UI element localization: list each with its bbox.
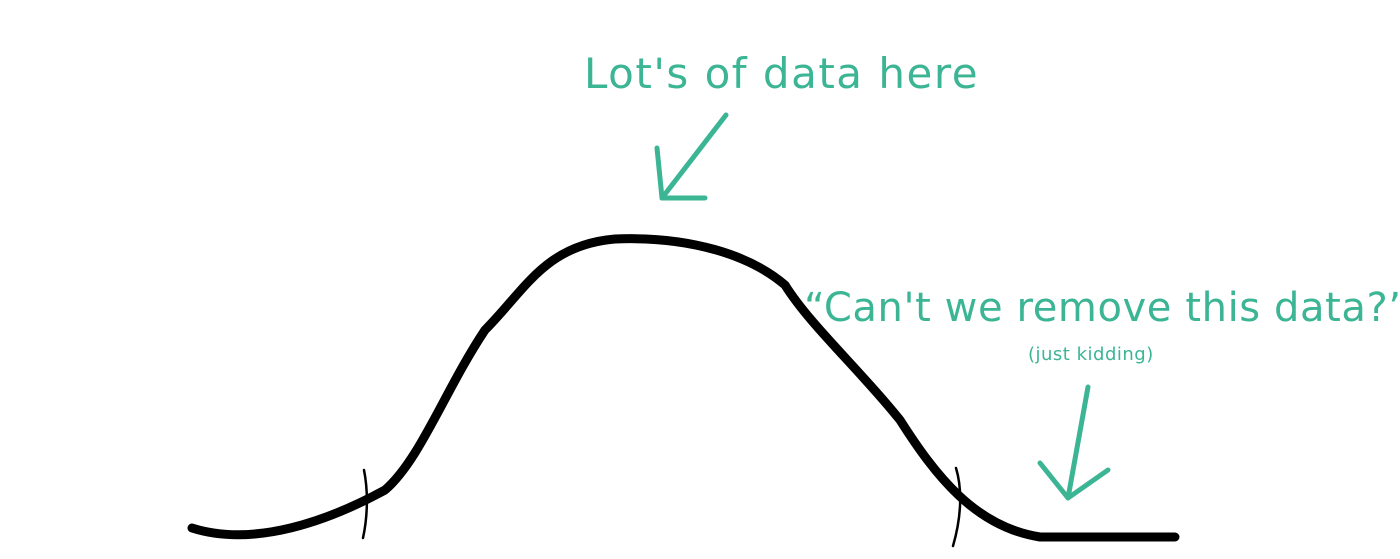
tail-pointer-arrow bbox=[1037, 384, 1111, 501]
peak-annotation: Lot's of data here bbox=[584, 49, 980, 98]
peak-pointer-arrow bbox=[654, 112, 729, 201]
left-cut-tick-mark bbox=[361, 468, 369, 540]
tail-annotation-subtitle: (just kidding) bbox=[1028, 344, 1154, 365]
tail-annotation: “Can't we remove this data?” bbox=[804, 285, 1400, 331]
right-cut-tick-mark bbox=[951, 466, 962, 548]
bell-curve bbox=[187, 234, 1180, 542]
